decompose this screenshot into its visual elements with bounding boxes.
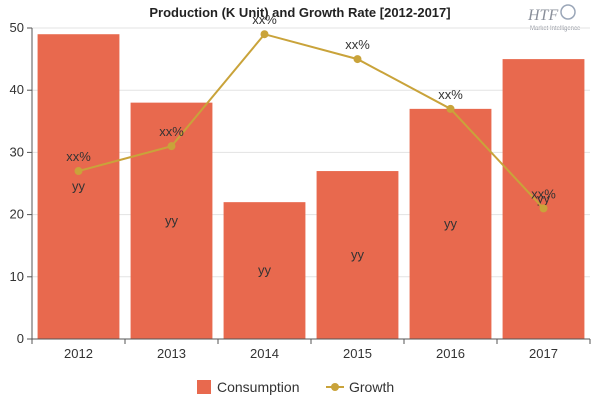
legend: Consumption Growth [197, 379, 394, 395]
y-tick-label: 10 [10, 269, 24, 284]
growth-point-2017 [539, 204, 548, 213]
bar-2015 [316, 171, 399, 339]
x-tick-label: 2017 [529, 346, 558, 361]
bar-data-label: yy [258, 263, 272, 278]
growth-point-2012 [74, 167, 83, 176]
legend-label-growth: Growth [349, 379, 394, 395]
x-tick-label: 2013 [157, 346, 186, 361]
growth-point-2014 [260, 30, 269, 39]
bar-2014 [223, 202, 306, 339]
logo-globe-icon [560, 4, 576, 20]
bar-data-label: yy [444, 216, 458, 231]
growth-data-label: xx% [66, 149, 91, 164]
growth-point-2013 [167, 142, 176, 151]
legend-swatch-consumption [197, 380, 211, 394]
bar-data-label: yy [537, 191, 551, 206]
line-series [74, 30, 548, 213]
bar-data-label: yy [72, 179, 86, 194]
bar-2012 [37, 34, 120, 339]
growth-data-label: xx% [438, 87, 463, 102]
y-tick-label: 30 [10, 144, 24, 159]
x-tick-label: 2012 [64, 346, 93, 361]
x-tick-label: 2015 [343, 346, 372, 361]
x-tick-label: 2014 [250, 346, 279, 361]
bar-2017 [502, 59, 585, 339]
x-axis: 2012 2013 2014 2015 2016 2017 [31, 338, 591, 361]
legend-label-consumption: Consumption [217, 379, 300, 395]
htf-logo: HTF Market Intelligence [527, 4, 581, 32]
y-tick-label: 40 [10, 82, 24, 97]
line-labels: xx% xx% xx% xx% xx% xx% [66, 12, 556, 201]
growth-data-label: xx% [531, 186, 556, 201]
y-tick-label: 0 [17, 331, 24, 346]
growth-line [78, 33, 545, 210]
legend-swatch-growth-dot [331, 383, 339, 391]
logo-subtitle: Market Intelligence [530, 26, 581, 32]
x-tick-label: 2016 [436, 346, 465, 361]
bar-data-label: yy [165, 213, 179, 228]
growth-data-label: xx% [159, 124, 184, 139]
logo-text: HTF [527, 7, 558, 24]
chart-title: Production (K Unit) and Growth Rate [201… [149, 5, 450, 20]
bar-2013 [130, 102, 213, 339]
y-axis: 0 10 20 30 40 50 [10, 20, 33, 346]
bar-series [37, 34, 585, 339]
bar-labels: yy yy yy yy yy yy [72, 179, 551, 278]
bar-2016 [409, 108, 492, 339]
growth-data-label: xx% [252, 12, 277, 27]
bar-data-label: yy [351, 247, 365, 262]
growth-data-label: xx% [345, 37, 370, 52]
growth-point-2016 [446, 104, 455, 113]
y-tick-label: 20 [10, 207, 24, 222]
y-tick-label: 50 [10, 20, 24, 35]
growth-point-2015 [353, 55, 362, 64]
